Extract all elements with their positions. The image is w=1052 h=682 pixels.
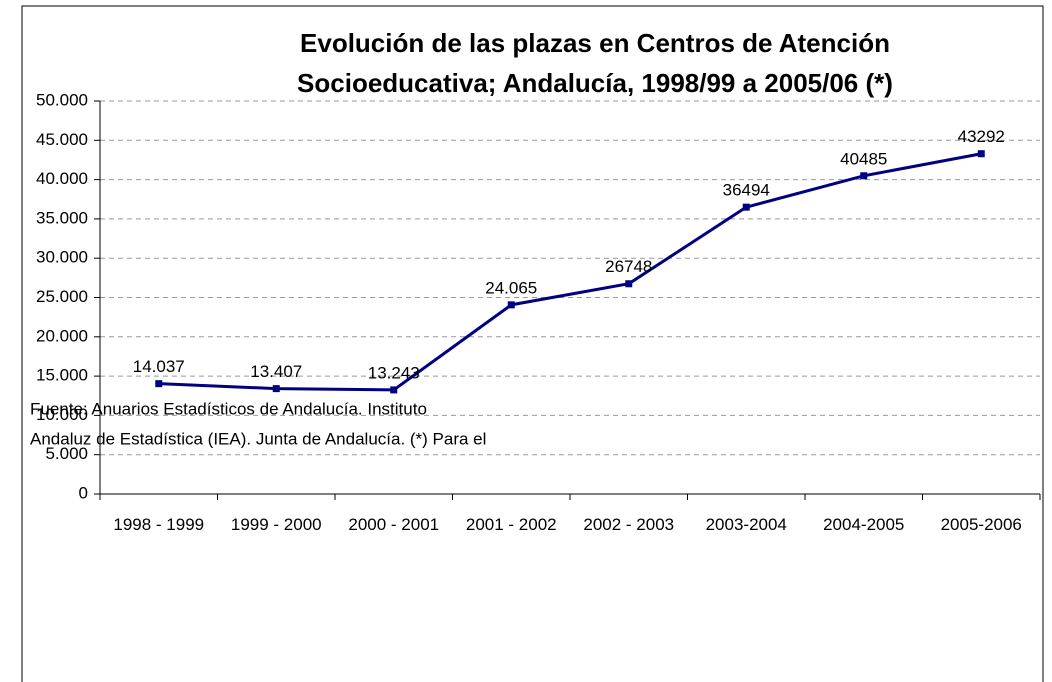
marker	[272, 385, 280, 393]
x-tick-label: 1999 - 2000	[230, 515, 322, 534]
data-label: 13.243	[368, 363, 420, 382]
data-label: 26748	[605, 257, 652, 276]
y-tick-label: 0	[79, 483, 88, 502]
x-tick-label: 2003-2004	[705, 515, 787, 534]
x-tick-label: 2002 - 2003	[583, 515, 675, 534]
source-note: Fuente: Anuarios Estadísticos de Andaluc…	[30, 399, 427, 418]
y-tick-label: 5.000	[45, 444, 88, 463]
y-tick-label: 10.000	[36, 405, 88, 424]
source-note: Andaluz de Estadística (IEA). Junta de A…	[30, 429, 486, 448]
y-tick-label: 40.000	[36, 169, 88, 188]
marker	[860, 172, 868, 180]
data-label: 14.037	[133, 357, 185, 376]
marker	[742, 203, 750, 211]
y-tick-label: 15.000	[36, 366, 88, 385]
x-tick-label: 2004-2005	[823, 515, 905, 534]
marker	[977, 150, 985, 158]
data-label: 40485	[840, 149, 887, 168]
y-tick-label: 45.000	[36, 130, 88, 149]
data-label: 43292	[958, 127, 1005, 146]
chart-title: Socioeducativa; Andalucía, 1998/99 a 200…	[297, 68, 893, 98]
y-tick-label: 25.000	[36, 287, 88, 306]
chart-border	[21, 5, 1044, 682]
x-tick-label: 2005-2006	[940, 515, 1022, 534]
line	[158, 152, 982, 392]
y-tick-label: 50.000	[36, 90, 88, 109]
x-tick-label: 1998 - 1999	[113, 515, 205, 534]
x-tick-label: 2000 - 2001	[348, 515, 440, 534]
marker	[625, 280, 633, 288]
y-tick-label: 20.000	[36, 326, 88, 345]
marker	[507, 301, 515, 309]
y-tick-label: 35.000	[36, 208, 88, 227]
x-tick-label: 2001 - 2002	[465, 515, 557, 534]
chart-title: Evolución de las plazas en Centros de At…	[300, 28, 890, 58]
y-tick-label: 30.000	[36, 248, 88, 267]
data-label: 13.407	[250, 362, 302, 381]
data-label: 24.065	[485, 278, 537, 297]
marker	[390, 386, 398, 394]
marker	[155, 380, 163, 388]
data-label: 36494	[723, 181, 770, 200]
